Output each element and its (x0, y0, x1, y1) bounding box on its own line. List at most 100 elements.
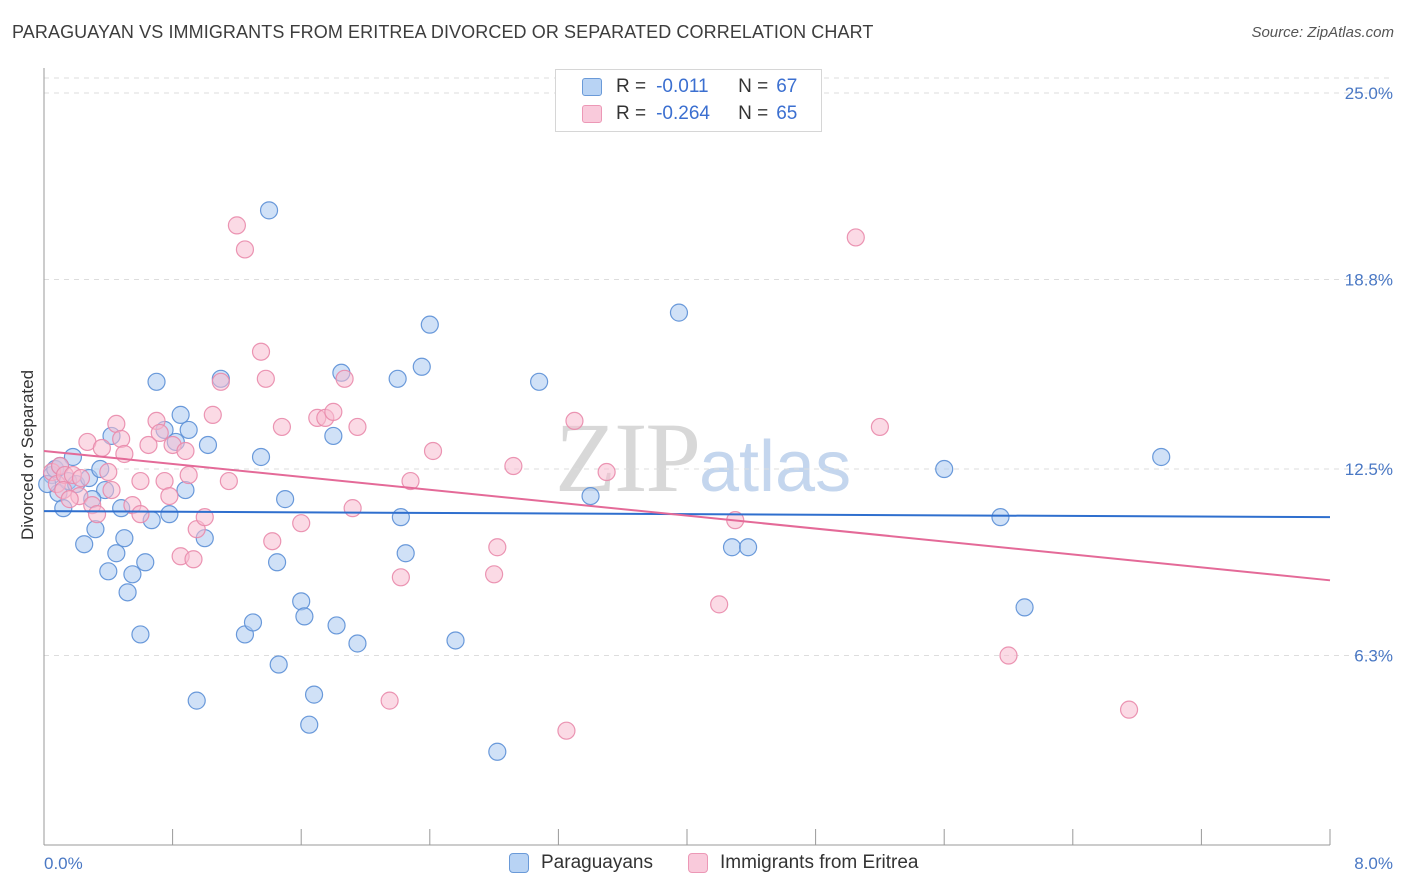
eritrea-point (565, 411, 584, 431)
paraguayans-point (304, 685, 324, 704)
eritrea-point (324, 402, 343, 421)
eritrea-point (256, 369, 275, 388)
eritrea-point (99, 462, 118, 482)
legend-swatch-blue (582, 78, 602, 96)
paraguayans-point (722, 538, 742, 557)
paraguayans-point (171, 405, 190, 424)
paraguayans-point (75, 535, 94, 554)
eritrea-point (102, 480, 121, 500)
eritrea-point (235, 240, 255, 259)
eritrea-point (485, 565, 504, 584)
eritrea-point (251, 342, 271, 361)
paraguayans-point (530, 372, 549, 391)
eritrea-point (263, 532, 282, 551)
bottom-legend-label: Paraguayans (541, 852, 653, 873)
eritrea-point (343, 499, 362, 518)
eritrea-point (423, 441, 443, 461)
legend-r-label: R = (616, 76, 647, 97)
legend-r-value: -0.011 (656, 76, 709, 97)
paraguayans-point (1015, 598, 1034, 617)
paraguayans-point (107, 544, 126, 563)
paraguayans-point (176, 480, 195, 500)
eritrea-trend-line (43, 449, 1331, 582)
paraguayans-point (412, 357, 431, 376)
legend-row-eritrea: R = -0.264 N = 65 (582, 102, 797, 126)
paraguayans-point (991, 508, 1010, 527)
paraguayans-point (292, 592, 311, 611)
eritrea-point (227, 216, 246, 235)
watermark: ZIPatlas (555, 400, 851, 515)
eritrea-point (401, 471, 420, 491)
paraguayans-point (446, 631, 465, 650)
paraguayans-point (99, 562, 118, 581)
paraguayans-points (38, 201, 1171, 761)
eritrea-point (176, 441, 195, 461)
paraguayans-point (396, 544, 415, 563)
paraguayans-point (136, 553, 155, 572)
paraguayans-point (131, 625, 150, 644)
y-tick-label: 6.3% (1354, 647, 1393, 666)
paraguayans-point (118, 583, 137, 602)
bottom-legend-swatch-blue (509, 853, 529, 873)
eritrea-point (380, 691, 399, 710)
paraguayans-trend-line (43, 510, 1331, 519)
paraguayans-point (669, 303, 689, 322)
chart-title: PARAGUAYAN VS IMMIGRANTS FROM ERITREA DI… (12, 22, 874, 42)
eritrea-point (211, 372, 230, 391)
bottom-legend-paraguayans: Paraguayans (509, 852, 653, 874)
paraguayans-point (276, 490, 295, 509)
eritrea-point (335, 369, 354, 388)
eritrea-point (87, 505, 107, 524)
paraguayans-point (115, 529, 134, 548)
paraguayans-point (123, 565, 142, 584)
bottom-legend-label: Immigrants from Eritrea (720, 852, 919, 873)
paraguayans-point (243, 613, 263, 632)
paraguayans-point (269, 655, 288, 674)
y-tick-label: 18.8% (1345, 271, 1393, 290)
bottom-legend-swatch-pink (688, 853, 708, 873)
paraguayans-point (187, 691, 206, 710)
eritrea-point (488, 538, 507, 557)
source-label: Source: ZipAtlas.com (1251, 24, 1394, 41)
paraguayans-point (1152, 447, 1171, 467)
legend-swatch-pink (582, 105, 602, 123)
eritrea-point (504, 456, 523, 476)
gridlines (44, 77, 1393, 657)
eritrea-point (155, 471, 174, 491)
eritrea-point (107, 414, 126, 434)
x-tick-labels: 0.0% 8.0% (44, 854, 1393, 873)
paraguayans-point (324, 426, 343, 446)
eritrea-point (131, 505, 150, 524)
correlation-legend: R = -0.011 N = 67 R = -0.264 N = 65 (555, 69, 822, 132)
eritrea-point (184, 550, 203, 569)
paraguayans-point (488, 742, 507, 761)
paraguayans-point (738, 538, 758, 557)
eritrea-point (292, 514, 311, 533)
legend-row-paraguayans: R = -0.011 N = 67 (582, 75, 797, 99)
paraguayans-point (267, 553, 287, 572)
legend-n-value: 65 (776, 103, 798, 124)
legend-n-value: 67 (776, 76, 798, 97)
eritrea-point (999, 646, 1018, 665)
eritrea-point (348, 417, 367, 437)
y-tick-labels: 6.3% 12.5% 18.8% 25.0% (1345, 84, 1393, 665)
x-tick-label: 0.0% (44, 854, 83, 873)
legend-r-value: -0.264 (656, 103, 710, 124)
paraguayans-point (391, 508, 410, 527)
x-tick-label: 8.0% (1354, 854, 1393, 873)
eritrea-point (203, 405, 222, 424)
bottom-legend-eritrea: Immigrants from Eritrea (688, 852, 918, 874)
paraguayans-point (259, 201, 279, 220)
paraguayans-point (179, 420, 198, 440)
legend-n-label: N = (738, 103, 769, 124)
axes (43, 68, 1331, 846)
eritrea-point (60, 490, 79, 509)
paraguayans-point (198, 435, 218, 455)
eritrea-point (710, 595, 729, 614)
paraguayans-point (581, 486, 600, 506)
paraguayans-point (935, 459, 954, 479)
eritrea-point (272, 417, 292, 437)
eritrea-point (92, 438, 111, 458)
paraguayans-point (86, 520, 105, 539)
